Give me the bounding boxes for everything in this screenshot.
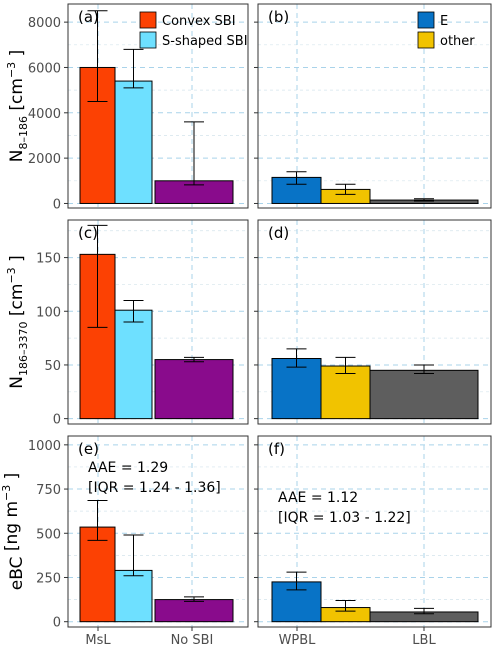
y-axis-title: N186–3370 [cm−3 ] <box>5 255 30 388</box>
annotation-text: AAE = 1.12 <box>278 490 358 506</box>
panel-f: (f) WPBL LBL AAE = 1.12 [IQR = 1.03 - 1.22] <box>254 435 492 647</box>
y-tick-label: 2000 <box>28 152 61 167</box>
panel-label: (e) <box>78 440 99 458</box>
y-tick-label: 0 <box>53 413 61 428</box>
panel-label: (c) <box>78 224 98 242</box>
bar-e <box>271 358 322 420</box>
y-tick-label: 1000 <box>28 439 61 454</box>
y-tick-label: 250 <box>36 571 61 586</box>
y-axis-title-part: ] <box>7 50 27 62</box>
panel-b: (b) <box>254 3 492 209</box>
annotation-text: AAE = 1.29 <box>88 460 168 476</box>
y-axis-title-part: [cm <box>7 78 27 116</box>
y-axis-title-part: [cm <box>7 284 27 322</box>
y-axis-title-part: −3 <box>5 267 18 283</box>
y-axis-title-part: −3 <box>5 62 18 78</box>
legend-swatch <box>139 11 157 29</box>
y-axis-title: eBC [ng m−3 ] <box>0 473 27 591</box>
bar-no-sbi <box>154 599 234 623</box>
bar-other <box>320 365 371 420</box>
y-axis-title-part: 186–3370 <box>17 322 30 377</box>
y-tick-label: 500 <box>36 527 61 542</box>
x-tick-label: WPBL <box>279 633 317 647</box>
panel-label: (b) <box>268 8 289 26</box>
y-tick-label: 100 <box>36 305 61 320</box>
x-tick-label: No SBI <box>171 633 214 647</box>
y-tick-label: 4000 <box>28 107 61 122</box>
y-axis-title-part: eBC <box>7 557 27 591</box>
y-tick-label: 6000 <box>28 61 61 76</box>
panel-border <box>257 219 492 425</box>
panel-border <box>257 3 492 209</box>
annotation-text: [IQR = 1.24 - 1.36] <box>88 480 221 496</box>
panel-border <box>67 3 249 209</box>
bar-convex-sbi <box>79 526 116 623</box>
y-tick-label: 750 <box>36 483 61 498</box>
annotation-text: [IQR = 1.03 - 1.22] <box>278 510 411 526</box>
panel-label: (a) <box>78 8 99 26</box>
legend-swatch <box>417 11 435 29</box>
panel-border <box>67 219 249 425</box>
x-tick-label: LBL <box>412 633 436 647</box>
y-axis-title-part: −3 <box>0 485 13 501</box>
y-tick-label: 0 <box>53 616 61 631</box>
legend-left: Convex SBI S-shaped SBI <box>139 11 248 49</box>
panel-border <box>67 435 249 628</box>
y-tick-label: 50 <box>44 359 61 374</box>
bar-lbl <box>369 369 479 420</box>
y-axis-title-part: ] <box>2 473 22 485</box>
y-axis-title-part: N <box>7 376 27 389</box>
panel-d: (d) <box>254 219 492 425</box>
y-tick-label: 0 <box>53 197 61 212</box>
y-tick-label: 150 <box>36 252 61 267</box>
bar-s-shaped-sbi <box>114 309 153 420</box>
panel-border <box>257 435 492 628</box>
x-tick-label: MsL <box>85 633 111 647</box>
panel-e: (e) 0 250 500 750 1000 MsL No SBI eBC [ng m−3 ] A… <box>0 435 249 647</box>
y-axis-title-part: 8–186 <box>17 116 30 150</box>
panel-label: (d) <box>268 224 289 242</box>
y-axis-title: N8–186 [cm−3 ] <box>5 50 30 162</box>
bar-s-shaped-sbi <box>114 569 153 623</box>
legend-label: Convex SBI <box>162 14 236 29</box>
y-tick-label: 8000 <box>28 16 61 31</box>
bar-s-shaped-sbi <box>114 80 153 204</box>
y-axis-title-part: ] <box>7 255 27 267</box>
legend-swatch <box>417 31 435 49</box>
panel-c: (c) 0 50 100 150 N186–3370 [cm−3 ] <box>5 219 249 428</box>
legend-swatch <box>139 31 157 49</box>
panel-label: (f) <box>268 440 285 458</box>
legend-label: other <box>440 34 475 49</box>
panel-a: (a) 0 2000 4000 6000 8000 N8–186 [cm−3 ] <box>5 3 249 212</box>
bar-no-sbi <box>154 359 234 420</box>
legend-label: S-shaped SBI <box>162 34 248 49</box>
legend-label: E <box>440 14 448 29</box>
y-axis-title-part: N <box>7 150 27 163</box>
y-axis-title-part: [ng m <box>2 501 22 557</box>
